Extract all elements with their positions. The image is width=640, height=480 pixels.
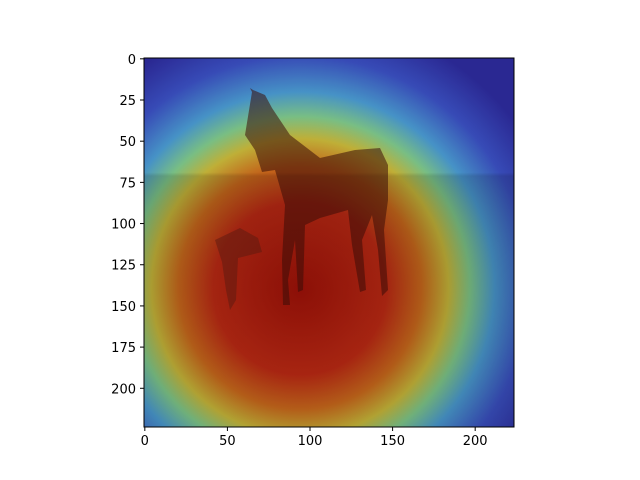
y-tick-label: 200 <box>111 382 136 397</box>
y-tick-label: 25 <box>119 94 136 109</box>
y-tick-label: 100 <box>111 218 136 233</box>
axes-frame <box>143 57 515 428</box>
y-tick-label: 50 <box>119 135 136 150</box>
y-tick-label: 0 <box>128 53 136 68</box>
y-tick-label: 175 <box>111 341 136 356</box>
y-tick-label: 75 <box>119 176 136 191</box>
child <box>215 228 262 310</box>
y-tick-label: 150 <box>111 300 136 315</box>
photo-shade <box>144 58 514 427</box>
x-tick-label: 0 <box>141 434 149 449</box>
x-tick-label: 200 <box>463 434 488 449</box>
x-tick-label: 150 <box>380 434 405 449</box>
y-tick-label: 125 <box>111 259 136 274</box>
horse <box>245 88 388 305</box>
x-tick-label: 50 <box>219 434 236 449</box>
x-tick-label: 100 <box>298 434 323 449</box>
heatmap-image <box>144 58 514 427</box>
